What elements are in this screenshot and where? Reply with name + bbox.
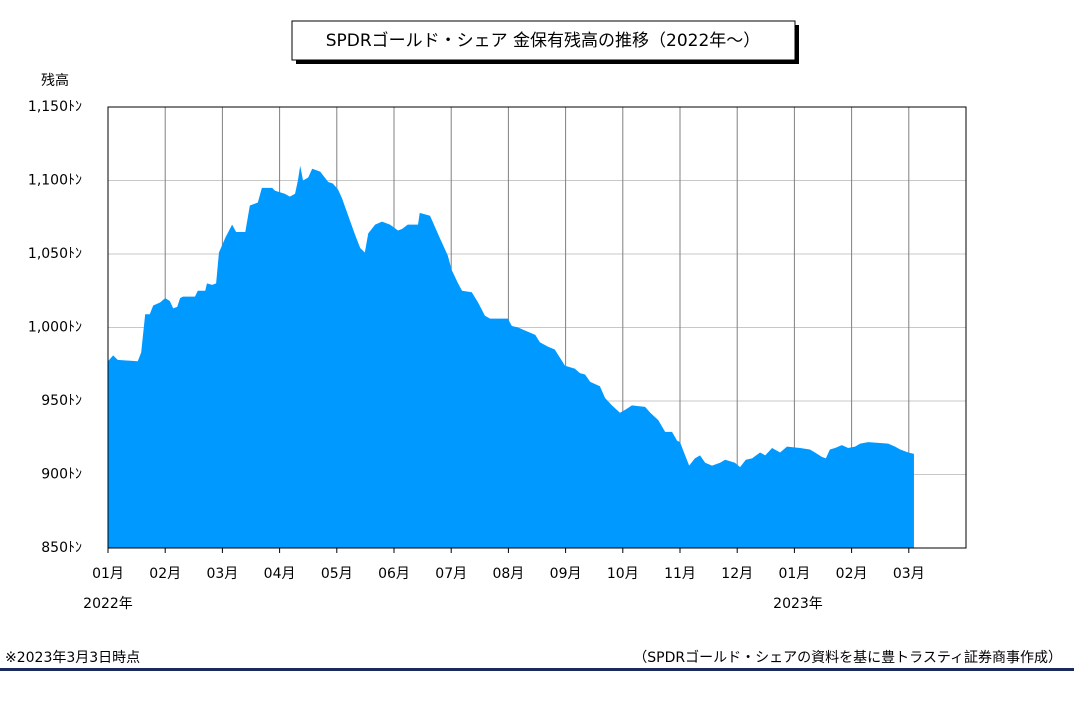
x-tick-label: 04月 [264, 566, 296, 582]
y-axis-label: 残高 [41, 72, 69, 89]
x-tick-label: 09月 [550, 566, 582, 582]
x-tick-label: 07月 [435, 566, 467, 582]
x-tick-label: 01月 [92, 566, 124, 582]
footer-rule [0, 668, 1074, 671]
y-tick-label: 1,150ﾄﾝ [28, 99, 82, 115]
x-tick-label: 12月 [721, 566, 753, 582]
year-label: 2023年 [773, 596, 823, 612]
x-tick-label: 11月 [664, 566, 696, 582]
x-tick-label: 06月 [378, 566, 410, 582]
x-tick-label: 02月 [836, 566, 868, 582]
y-tick-label: 1,100ﾄﾝ [28, 173, 82, 189]
footnote: ※2023年3月3日時点 [5, 650, 140, 666]
x-tick-label: 03月 [893, 566, 925, 582]
y-tick-label: 950ﾄﾝ [41, 393, 82, 409]
holdings-area [108, 165, 914, 549]
plot-border [107, 106, 967, 549]
source-note: （SPDRゴールド・シェアの資料を基に豊トラスティ証券商事作成） [633, 649, 1062, 666]
y-tick-label: 1,000ﾄﾝ [28, 320, 82, 336]
x-tick-label: 05月 [321, 566, 353, 582]
x-tick-label: 10月 [607, 566, 639, 582]
x-tick-label: 02月 [149, 566, 181, 582]
plot-area: 850ﾄﾝ 900ﾄﾝ 950ﾄﾝ 1,000ﾄﾝ 1,050ﾄﾝ 1,100ﾄﾝ 1,15… [28, 99, 967, 582]
y-tick-label: 1,050ﾄﾝ [28, 246, 82, 262]
x-tick-label: 03月 [206, 566, 238, 582]
y-tick-label: 850ﾄﾝ [41, 540, 82, 556]
x-tick-label: 01月 [778, 566, 810, 582]
year-label: 2022年 [83, 596, 133, 612]
y-tick-label: 900ﾄﾝ [41, 467, 82, 483]
x-tick-label: 08月 [492, 566, 524, 582]
chart-title: SPDRゴールド・シェア 金保有残高の推移（2022年～） [326, 30, 761, 51]
title-box [291, 20, 796, 61]
